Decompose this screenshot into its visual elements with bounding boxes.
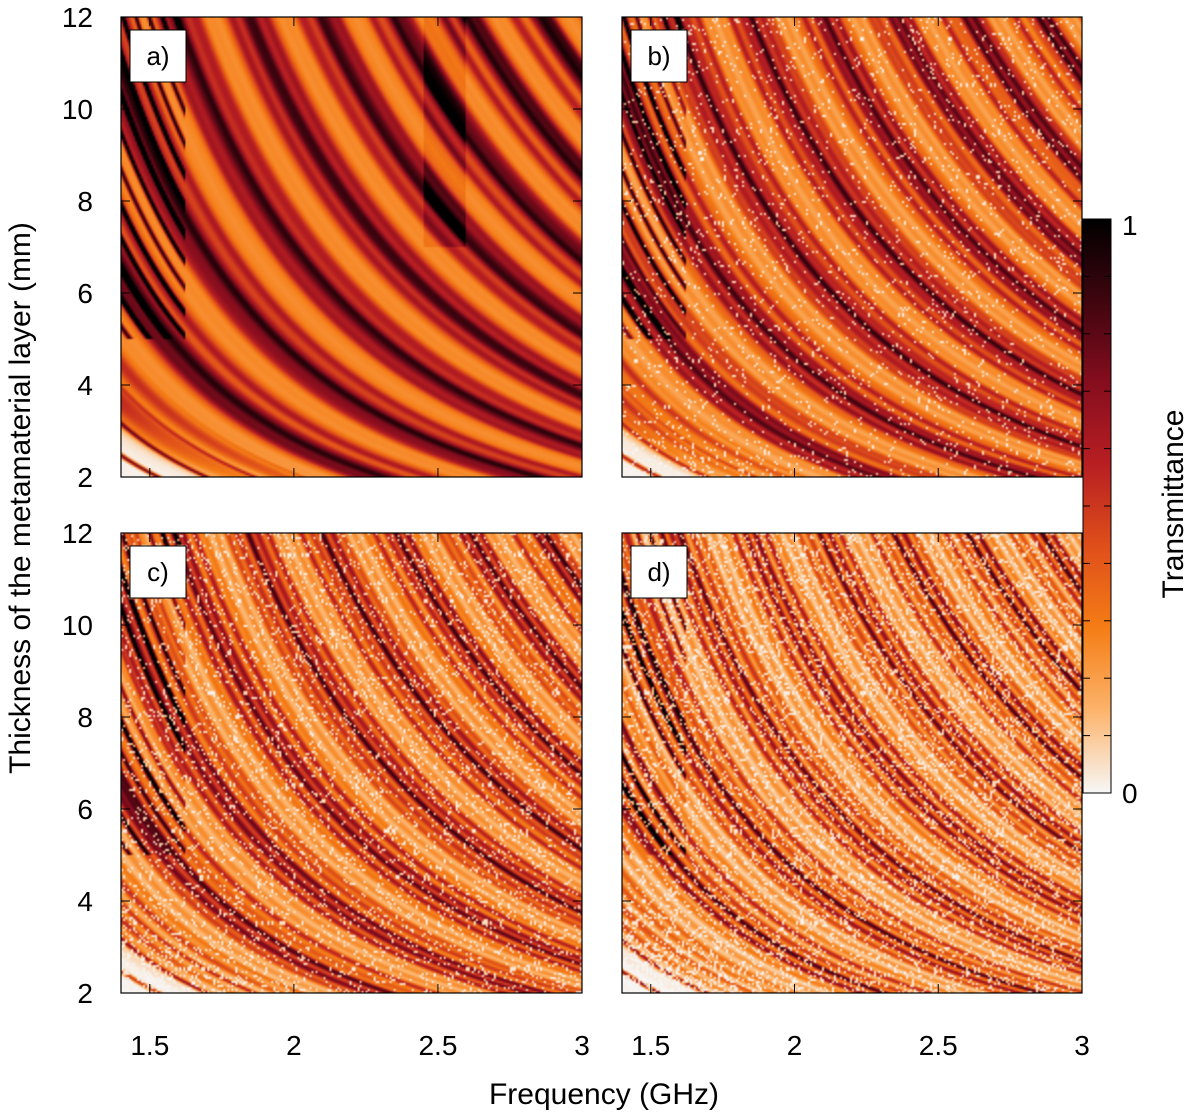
- x-tick-label: 3: [1074, 1030, 1090, 1061]
- panel-frame: [120, 532, 583, 994]
- x-tick-label: 2: [787, 1030, 803, 1061]
- y-axis-title: Thickness of the metamaterial layer (mm): [4, 222, 37, 774]
- y-tick-label: 12: [62, 518, 93, 549]
- y-tick-label: 6: [77, 278, 93, 309]
- panel-tag-box: [630, 29, 688, 83]
- panel-frame: [621, 532, 1083, 994]
- heatmap-image: [622, 17, 1082, 477]
- x-tick-label: 1.5: [130, 1030, 169, 1061]
- y-tick-label: 6: [77, 794, 93, 825]
- x-tick-label: 2.5: [919, 1030, 958, 1061]
- panel-tag-label: d): [647, 557, 670, 587]
- y-tick-label: 10: [62, 94, 93, 125]
- panel-c: 1.5 2 2.5 3 2 4 6 8 10 12 c): [62, 518, 590, 1061]
- panel-tag-box: [129, 545, 187, 599]
- panel-tag-box: [129, 29, 187, 83]
- panel-frame: [120, 16, 583, 478]
- y-tick-label: 8: [77, 702, 93, 733]
- colorbar: 1 0 Transmittance: [1082, 210, 1189, 809]
- panel-tag-label: b): [647, 41, 670, 71]
- panel-a: 2 4 6 8 10 12 a): [62, 2, 583, 493]
- heatmap-image: [121, 533, 582, 993]
- colorbar-min-label: 0: [1122, 778, 1138, 809]
- x-tick-label: 1.5: [631, 1030, 670, 1061]
- y-tick-label: 2: [77, 978, 93, 1009]
- panel-tag-label: c): [147, 557, 169, 587]
- panel-tag-label: a): [146, 41, 169, 71]
- x-tick-label: 2.5: [418, 1030, 457, 1061]
- y-tick-label: 2: [77, 462, 93, 493]
- x-tick-label: 2: [286, 1030, 302, 1061]
- y-tick-label: 4: [77, 370, 93, 401]
- heatmap-image: [121, 17, 582, 477]
- panel-tag-box: [630, 545, 688, 599]
- heatmap-image: [622, 533, 1082, 993]
- colorbar-title: Transmittance: [1157, 410, 1189, 599]
- y-tick-label: 10: [62, 610, 93, 641]
- x-tick-label: 3: [574, 1030, 590, 1061]
- panel-frame: [621, 16, 1083, 478]
- panel-d: 1.5 2 2.5 3 d): [621, 532, 1090, 1061]
- y-tick-label: 8: [77, 186, 93, 217]
- panel-b: b): [621, 16, 1083, 478]
- x-axis-title: Frequency (GHz): [489, 1078, 719, 1111]
- colorbar-max-label: 1: [1122, 210, 1138, 241]
- y-tick-label: 12: [62, 2, 93, 33]
- y-tick-label: 4: [77, 886, 93, 917]
